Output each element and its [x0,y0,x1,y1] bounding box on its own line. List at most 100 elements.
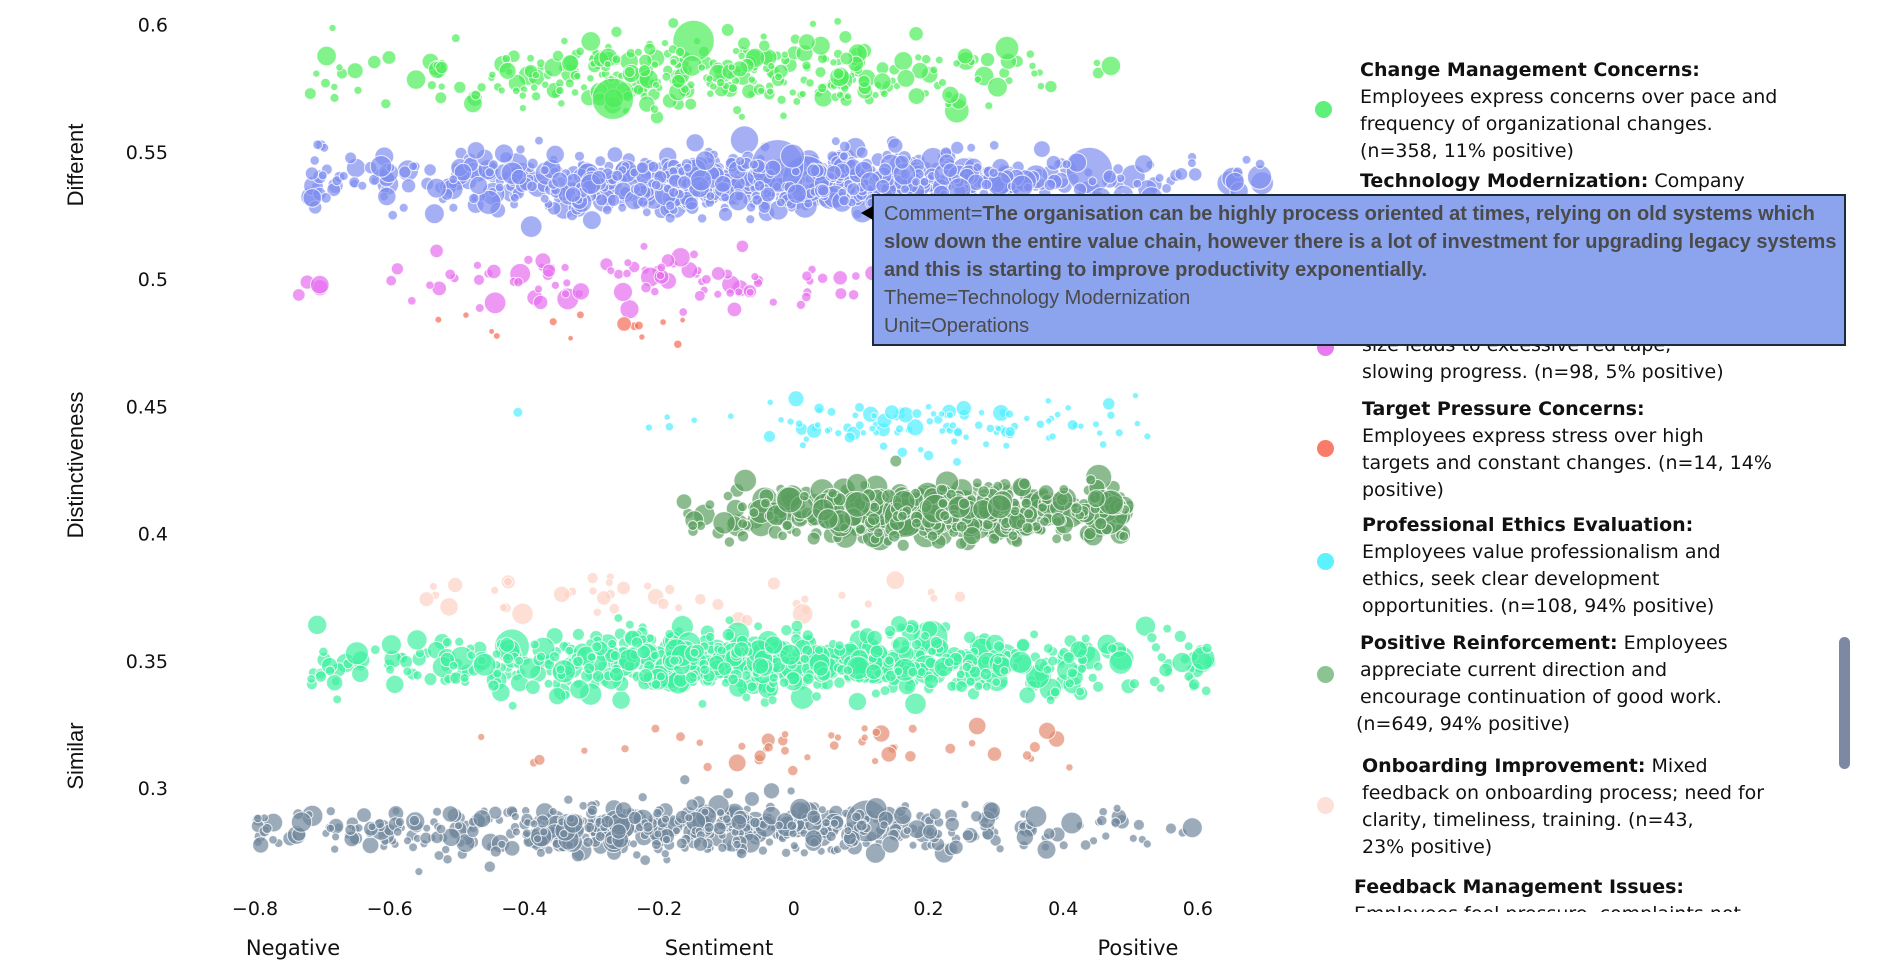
legend-item-onboarding[interactable]: Onboarding Improvement: Mixed feedback o… [1362,753,1764,861]
data-point[interactable] [741,670,752,681]
data-point[interactable] [550,280,561,290]
legend-item-positive-reinforcement[interactable]: Positive Reinforcement: Employees apprec… [1356,630,1728,738]
data-point[interactable] [488,328,496,335]
data-point[interactable] [1036,839,1057,860]
data-point[interactable] [511,86,521,96]
data-point[interactable] [656,262,667,273]
data-point[interactable] [916,667,927,677]
data-point[interactable] [632,84,645,96]
data-point[interactable] [779,111,788,121]
data-point[interactable] [320,77,331,89]
data-point[interactable] [555,664,566,675]
data-point[interactable] [553,585,571,603]
data-point[interactable] [985,423,995,434]
data-point[interactable] [638,64,651,78]
data-point[interactable] [766,576,781,591]
data-point[interactable] [1224,171,1245,192]
data-point[interactable] [737,741,747,751]
data-point[interactable] [1092,58,1102,68]
data-point[interactable] [610,823,627,840]
data-point[interactable] [817,508,839,530]
data-point[interactable] [880,89,889,99]
data-point[interactable] [1050,512,1066,527]
data-point[interactable] [992,640,1006,653]
data-point[interactable] [1064,678,1075,689]
data-point[interactable] [730,813,748,831]
data-point[interactable] [1015,828,1035,847]
data-point[interactable] [995,844,1005,854]
data-point[interactable] [868,424,877,433]
data-point[interactable] [689,169,713,192]
data-point[interactable] [531,91,542,102]
data-point[interactable] [963,630,977,645]
data-point[interactable] [1002,441,1011,450]
data-point[interactable] [879,820,889,830]
data-point[interactable] [660,39,670,48]
data-point[interactable] [703,821,715,833]
data-point[interactable] [759,186,776,203]
data-point[interactable] [1183,671,1194,682]
data-point[interactable] [834,287,848,301]
data-point[interactable] [522,828,532,839]
data-point[interactable] [619,299,640,320]
data-point[interactable] [684,97,698,111]
data-point[interactable] [750,272,760,282]
data-point[interactable] [253,813,263,824]
data-point[interactable] [1066,419,1079,431]
data-point[interactable] [1018,686,1037,705]
data-point[interactable] [720,23,735,37]
data-point[interactable] [716,645,727,656]
data-point[interactable] [518,91,527,100]
data-point[interactable] [543,678,554,689]
data-point[interactable] [873,527,884,539]
data-point[interactable] [725,288,735,298]
series-bureaucracy-concerns[interactable] [292,239,1026,320]
data-point[interactable] [1029,629,1039,640]
data-point[interactable] [1007,530,1019,542]
data-point[interactable] [973,75,983,84]
data-point[interactable] [659,318,667,326]
data-point[interactable] [1158,662,1173,678]
data-point[interactable] [838,140,851,153]
data-point[interactable] [716,808,725,817]
data-point[interactable] [611,169,624,182]
data-point[interactable] [474,303,485,313]
data-point[interactable] [961,661,972,673]
data-point[interactable] [432,806,443,817]
data-point[interactable] [697,63,706,72]
data-point[interactable] [803,753,812,762]
data-point[interactable] [462,311,470,319]
data-point[interactable] [722,787,735,800]
data-point[interactable] [799,490,810,502]
data-point[interactable] [511,602,534,625]
data-point[interactable] [667,17,680,29]
data-point[interactable] [894,154,910,170]
data-point[interactable] [1134,154,1154,174]
data-point[interactable] [1036,81,1046,91]
data-point[interactable] [1048,432,1057,441]
data-point[interactable] [671,74,686,89]
data-point[interactable] [412,670,423,681]
data-point[interactable] [994,35,1020,61]
data-point[interactable] [851,271,861,281]
data-point[interactable] [766,398,774,406]
data-point[interactable] [870,688,881,699]
data-point[interactable] [814,645,825,656]
data-point[interactable] [494,143,514,164]
data-point[interactable] [576,310,585,320]
series-target-pressure-concerns[interactable] [434,310,686,349]
data-point[interactable] [921,54,932,65]
data-point[interactable] [636,644,651,660]
data-point[interactable] [889,454,903,468]
data-point[interactable] [717,842,728,854]
data-point[interactable] [1183,641,1194,652]
data-point[interactable] [307,614,328,636]
data-point[interactable] [965,676,976,687]
data-point[interactable] [970,810,983,823]
data-point[interactable] [633,47,643,57]
data-point[interactable] [367,822,377,832]
data-point[interactable] [869,644,884,659]
data-point[interactable] [428,582,438,591]
data-point[interactable] [638,333,646,341]
data-point[interactable] [870,412,878,420]
